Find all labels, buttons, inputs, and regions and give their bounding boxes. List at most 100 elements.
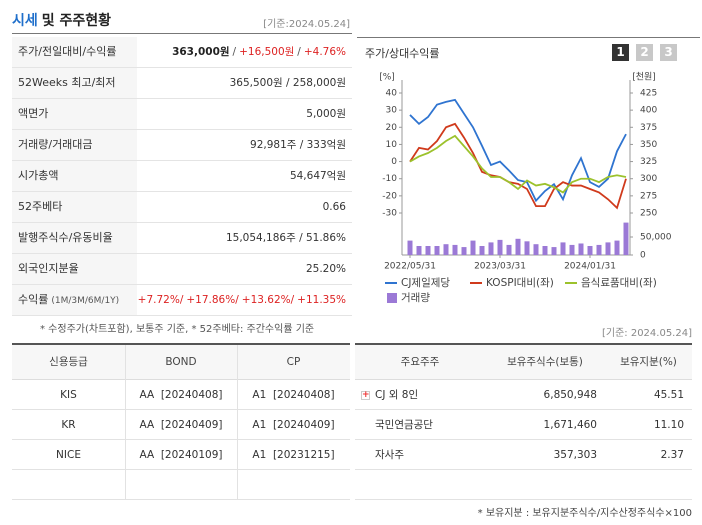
separator: / [290,294,295,306]
summary-row: 시가총액 54,647억원 [12,161,352,192]
row-label: 발행주식수/유동비율 [18,231,113,244]
row-label-cell: 발행주식수/유동비율 [12,223,137,253]
row-value-cell: 54,647억원 [290,161,346,191]
y2-tick-label: 375 [640,123,657,133]
volume-bar [470,240,476,255]
table-cell: 2.37 [660,449,684,461]
volume-bar [452,244,458,255]
summary-row: 52Weeks 최고/최저 365,500원 / 258,000원 [12,68,352,99]
volume-bar [569,244,575,255]
row-value: +16,500원 [239,46,295,58]
shareholder-note: * 보유지분 : 보유지분주식수/지수산정주식수×100 [477,508,692,519]
row-label-cell: 주가/전일대비/수익률 [12,37,137,67]
row-line [355,440,692,470]
y2-tick-label: 325 [640,157,657,167]
row-label-cell: 수익률 (1M/3M/6M/1Y) [12,285,137,315]
shareholder-date: [기준: 2024.05.24] [601,328,692,339]
chart-tab[interactable]: 1 [612,44,629,61]
volume-bar [578,243,584,255]
shareholder-table: 주요주주 보유주식수(보통) 보유지분(%) CJ 외 8인 6,850,948 45.5… [355,343,692,500]
x-tick-label: 2022/05/31 [384,262,436,272]
legend-label: CJ제일제당 [401,276,450,289]
table-cell: 11.10 [653,419,684,431]
summary-table: 주가/전일대비/수익률 363,000원 / +16,500원 / +4.76% 52Wee… [12,37,352,316]
volume-bar [533,244,539,255]
row-line [355,380,692,410]
summary-row: 외국인지분율 25.20% [12,254,352,285]
header-cell: 보유주식수(보통) [507,356,583,368]
row-value: +17.86% [186,294,236,306]
chart-tab[interactable]: 3 [660,44,677,61]
legend-label: 음식료품대비(좌) [581,277,657,289]
y-tick-label: 30 [386,106,398,116]
volume-bar [497,239,503,255]
y2-tick-label: 425 [640,89,657,99]
volume-bar [479,246,485,255]
row-line [12,440,350,470]
separator: / [179,294,184,306]
col-line [237,345,238,500]
volume-bar [551,247,557,255]
x-tick-label: 2023/03/31 [474,262,526,272]
row-value-cell: 25.20% [306,254,346,284]
table-cell: NICE [56,449,81,461]
y2-tick-label: 350 [640,140,657,150]
y-tick-label: 40 [386,89,398,99]
row-line [12,380,350,410]
volume-bar [623,222,629,255]
separator: / [232,46,237,58]
row-label-cell: 52Weeks 최고/최저 [12,68,137,98]
y-axis-label: [%] [379,73,395,83]
y2-tick-label: 275 [640,191,657,201]
volume-bar [461,247,467,255]
summary-row: 거래량/거래대금 92,981주 / 333억원 [12,130,352,161]
table-cell: 자사주 [375,449,404,461]
expand-icon[interactable]: + [361,390,370,400]
col-line [125,345,126,500]
header-bg [12,345,350,380]
volume-bar [488,242,494,255]
row-label: 52Weeks 최고/최저 [18,76,116,89]
volume-bar [515,238,521,255]
row-value: 365,500원 / 258,000원 [229,77,346,89]
table-cell: KIS [60,389,77,401]
header-cell: BOND [165,356,197,368]
y3-tick-label: 50,000 [640,233,672,243]
chart-tab[interactable]: 2 [636,44,653,61]
volume-bar [425,246,431,255]
volume-bar [506,244,512,255]
row-value: 0.66 [322,201,346,213]
row-value: 363,000원 [172,46,230,58]
volume-bar [524,241,530,255]
row-value-cell: 365,500원 / 258,000원 [230,68,346,98]
table-cell: 357,303 [553,449,597,461]
row-label: 수익률 [18,293,49,306]
title-rest: 및 주주현황 [41,13,112,29]
x-tick-label: 2024/01/31 [564,262,616,272]
table-cell: KR [61,419,76,431]
row-line [355,410,692,440]
row-label-cell: 거래량/거래대금 [12,130,137,160]
row-value-cell: 5,000원 [306,99,346,129]
row-line [12,410,350,440]
y3-tick-label: 0 [640,251,646,261]
y-tick-label: 20 [386,123,398,133]
line-series [409,134,627,194]
header-date: [기준:2024.05.24] [263,19,350,30]
row-label: 외국인지분율 [18,262,79,275]
title-main: 시세 [12,13,38,29]
table-cell: A1 [20240408] [252,389,335,401]
row-value-cell: 0.66 [323,192,346,222]
line-series [409,122,627,210]
divider [12,33,352,34]
volume-bar [416,246,422,255]
volume-bar [542,246,548,255]
row-label-cell: 시가총액 [12,161,137,191]
chart-title: 주가/상대수익률 [365,47,440,60]
volume-bar [587,246,593,255]
volume-bar [605,242,611,255]
row-label: 시가총액 [18,169,59,182]
header-cell: 주요주주 [400,356,440,368]
y2-tick-label: 250 [640,209,657,219]
header-cell: 신용등급 [49,356,88,368]
